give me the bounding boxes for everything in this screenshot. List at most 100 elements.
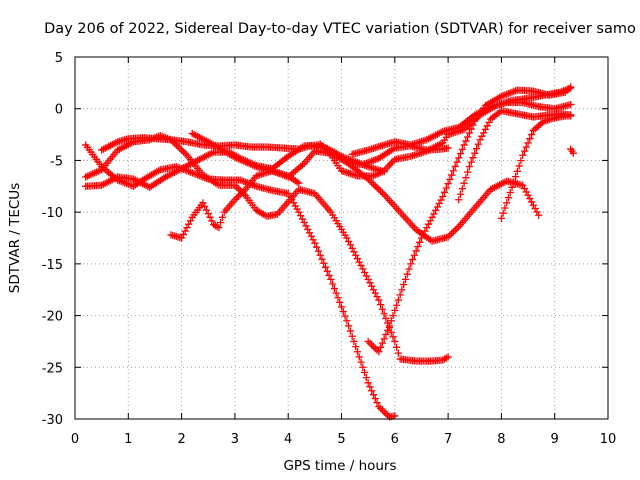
data-point [528, 130, 536, 139]
data-point [504, 194, 513, 202]
data-point [444, 180, 452, 188]
data-point [442, 184, 450, 192]
data-point [366, 383, 374, 391]
data-point [218, 213, 227, 221]
data-point [465, 129, 474, 137]
data-point [376, 343, 385, 352]
data-point [403, 270, 411, 278]
data-point [464, 133, 472, 141]
data-point [355, 353, 363, 361]
data-point [311, 239, 319, 247]
y-tick-label: -5 [50, 154, 63, 169]
data-point [199, 199, 207, 207]
data-point [330, 284, 338, 293]
data-point [391, 412, 399, 420]
data-point [506, 188, 514, 197]
x-tick-label: 9 [551, 432, 559, 447]
data-point [444, 353, 452, 361]
data-point [341, 312, 349, 320]
x-tick-label: 7 [444, 432, 452, 447]
data-point [467, 158, 475, 166]
data-point [217, 218, 225, 227]
data-points [82, 83, 577, 421]
data-point [206, 213, 214, 221]
data-point [345, 322, 353, 330]
data-point [357, 358, 365, 366]
data-point [508, 183, 516, 191]
y-tick-label: 0 [55, 103, 63, 118]
data-point [444, 144, 452, 152]
data-point [460, 179, 468, 187]
x-tick-labels: 0 1 2 3 4 5 6 7 8 9 10 [71, 432, 616, 447]
data-point [512, 173, 520, 181]
data-point [460, 141, 468, 149]
data-point [474, 140, 482, 148]
data-point [412, 247, 420, 255]
data-point [389, 333, 397, 341]
y-tick-label: -10 [42, 206, 63, 221]
data-point [339, 307, 347, 316]
y-tick-label: 5 [55, 51, 63, 66]
data-point [313, 243, 321, 251]
data-point [522, 143, 530, 151]
data-point [359, 363, 367, 371]
data-point [360, 368, 369, 377]
data-point [201, 202, 209, 211]
data-point [472, 145, 481, 153]
data-point [316, 251, 324, 259]
data-point [467, 125, 475, 133]
data-point [400, 280, 408, 289]
data-point [394, 296, 402, 304]
data-point [396, 291, 404, 299]
y-axis-label: SDTVAR / TECUs [7, 183, 23, 293]
data-point [440, 188, 449, 196]
data-point [449, 167, 458, 175]
data-point [414, 243, 422, 251]
data-point [451, 162, 459, 171]
data-point [389, 311, 397, 320]
data-point [380, 335, 388, 343]
data-point [378, 339, 386, 347]
data-point [535, 211, 543, 219]
data-point [394, 349, 402, 357]
data-point [519, 151, 527, 159]
data-point [455, 154, 463, 162]
data-point [408, 255, 417, 264]
data-point [378, 305, 386, 313]
series-trace-i [348, 98, 575, 158]
series-trace-l [567, 145, 577, 157]
data-point [371, 395, 379, 403]
data-point [346, 327, 354, 335]
data-point [524, 139, 532, 147]
x-axis-label: GPS time / hours [283, 458, 396, 474]
data-point [513, 167, 521, 175]
data-point [499, 209, 507, 217]
data-point [520, 147, 529, 155]
x-tick-label: 3 [231, 432, 239, 447]
data-point [376, 301, 385, 309]
data-point [336, 298, 344, 306]
data-point [567, 112, 575, 120]
data-point [398, 286, 406, 294]
x-tick-label: 8 [497, 432, 505, 447]
data-point [464, 168, 472, 176]
data-point [497, 214, 505, 222]
data-point [314, 247, 323, 255]
y-tick-label: -25 [42, 361, 63, 376]
data-point [382, 314, 390, 323]
data-point [202, 206, 211, 214]
data-point [462, 174, 470, 182]
data-point [327, 275, 335, 283]
data-point [458, 185, 466, 193]
data-point [368, 387, 376, 395]
x-tick-label: 0 [71, 432, 79, 447]
data-point [323, 267, 331, 275]
plot-frame [74, 56, 609, 420]
data-point [329, 280, 337, 288]
data-point [391, 306, 399, 314]
data-point [320, 259, 328, 267]
y-tick-labels: 5 0 -5 -10 -15 -20 -25 -30 [42, 51, 63, 428]
data-point [343, 317, 351, 325]
data-point [373, 399, 381, 407]
